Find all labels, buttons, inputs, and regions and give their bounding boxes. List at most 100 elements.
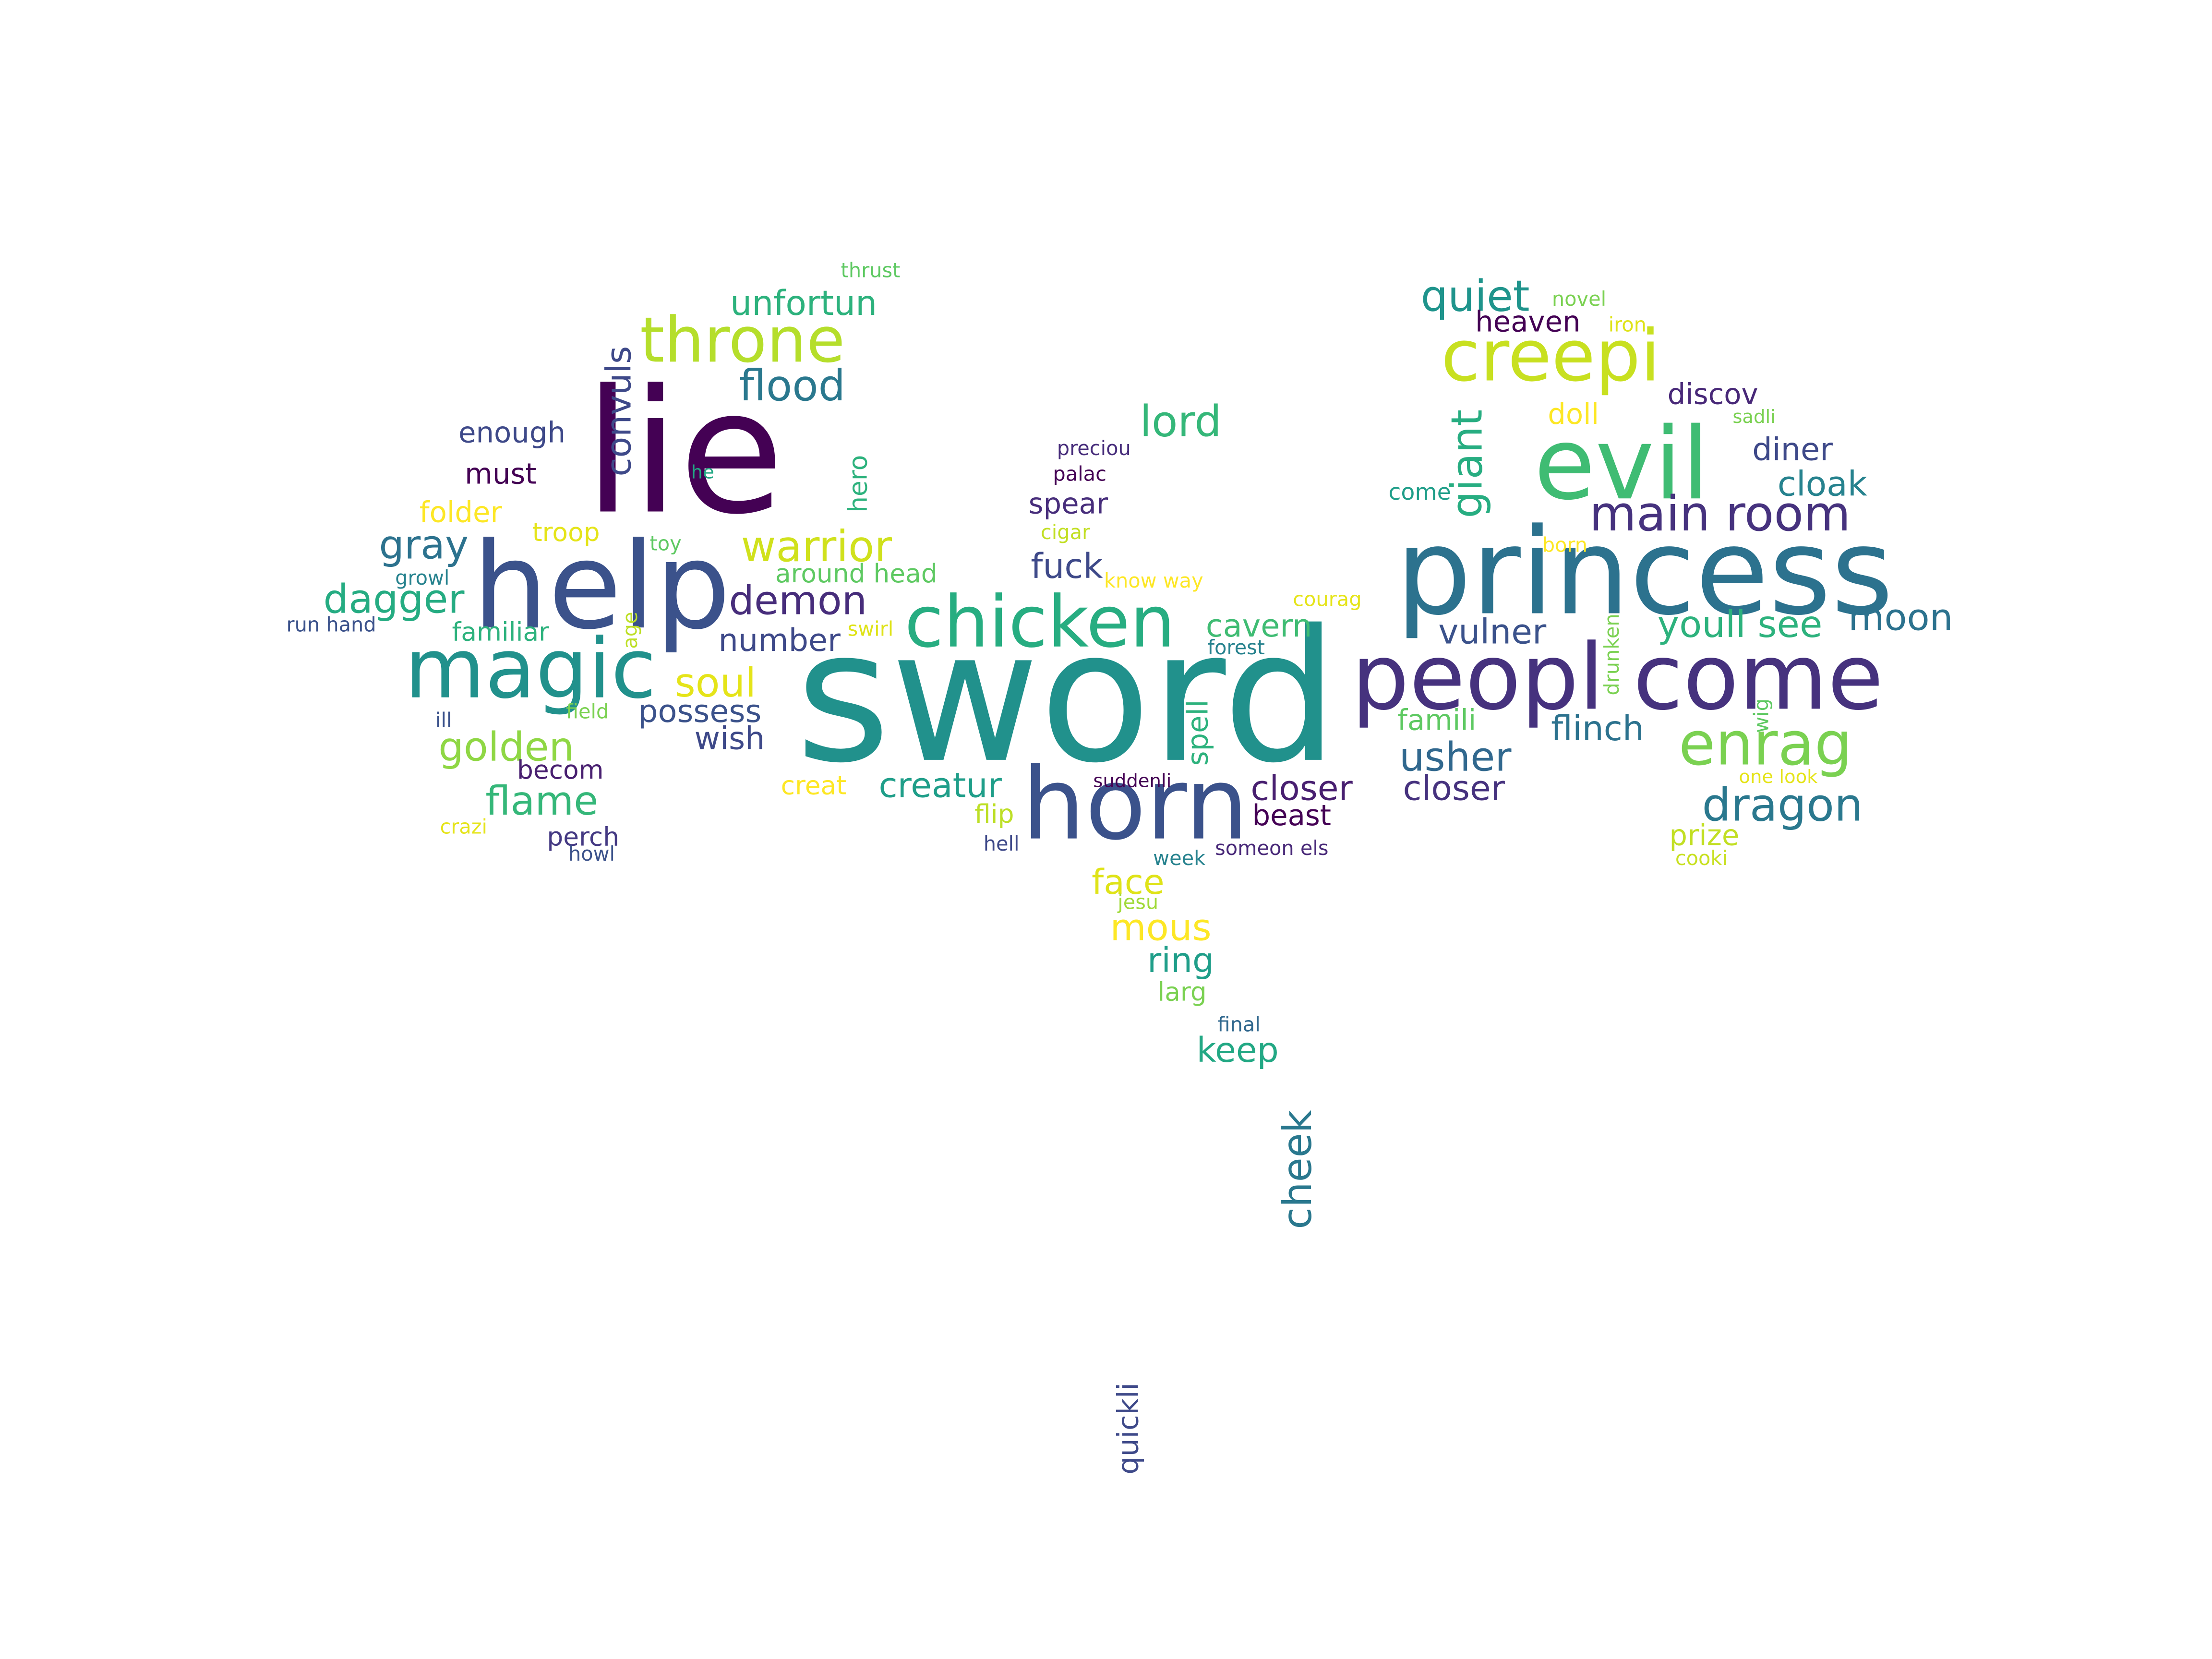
word-forest: forest	[1207, 636, 1265, 659]
word-cigar: cigar	[1041, 520, 1091, 544]
word-swirl: swirl	[848, 617, 894, 641]
word-warrior: warrior	[741, 521, 892, 571]
word-sadli: sadli	[1732, 406, 1776, 428]
word-mous: mous	[1110, 906, 1212, 950]
word-usher: usher	[1399, 733, 1512, 780]
word-palac: palac	[1053, 462, 1106, 486]
word-chicken: chicken	[904, 580, 1175, 663]
word-age: age	[618, 612, 642, 649]
word-creepi: creepi	[1441, 314, 1660, 397]
word-one-look: one look	[1739, 766, 1818, 788]
word-come: come	[1388, 479, 1451, 505]
word-creatur: creatur	[879, 766, 1002, 805]
word-help: help	[472, 517, 731, 656]
word-spell: spell	[1181, 699, 1214, 766]
word-hero: hero	[842, 455, 873, 513]
word-horn: horn	[1022, 746, 1249, 862]
word-cooki: cooki	[1675, 846, 1728, 870]
word-giant: giant	[1442, 409, 1491, 518]
word-flinch: flinch	[1551, 709, 1644, 748]
word-flip: flip	[974, 799, 1014, 829]
word-someon-els: someon els	[1215, 836, 1328, 860]
word-quickli: quickli	[1111, 1382, 1144, 1474]
word-field: field	[566, 699, 609, 723]
word-soul: soul	[675, 660, 757, 706]
word-cavern: cavern	[1206, 608, 1312, 644]
word-drunken: drunken	[1600, 613, 1623, 695]
word-born: born	[1542, 533, 1587, 557]
word-cheek: cheek	[1274, 1110, 1321, 1229]
word-growl: growl	[395, 566, 449, 589]
word-fuck: fuck	[1031, 546, 1103, 586]
word-folder: folder	[420, 496, 503, 529]
word-preciou: preciou	[1057, 436, 1131, 460]
word-golden: golden	[438, 724, 574, 770]
word-moon: moon	[1848, 596, 1953, 639]
word-cloak: cloak	[1778, 464, 1867, 504]
word-flame: flame	[485, 778, 598, 824]
word-hell: hell	[984, 832, 1020, 855]
word-peopl-come: peopl come	[1351, 624, 1883, 730]
word-around-head: around head	[775, 558, 938, 589]
word-main-room: main room	[1589, 485, 1851, 542]
word-enrag: enrag	[1679, 709, 1852, 779]
word-week: week	[1153, 846, 1205, 870]
word-possess: possess	[638, 693, 761, 730]
word-lord: lord	[1140, 396, 1222, 446]
word-courag: courag	[1293, 587, 1361, 611]
word-iron: iron	[1609, 313, 1647, 336]
word-diner: diner	[1752, 432, 1833, 468]
word-beast: beast	[1252, 799, 1332, 832]
word-dagger: dagger	[323, 576, 465, 622]
word-closer: closer	[1403, 769, 1505, 808]
word-run-hand: run hand	[287, 613, 376, 637]
word-enough: enough	[458, 416, 565, 449]
word-heaven: heaven	[1475, 305, 1580, 338]
word-becom: becom	[517, 755, 604, 785]
word-sword: sword	[795, 591, 1338, 803]
word-creat: creat	[781, 770, 847, 801]
word-howl: howl	[568, 842, 615, 866]
word-prize: prize	[1669, 818, 1739, 852]
word-vulner: vulner	[1438, 612, 1547, 652]
word-famili: famili	[1397, 703, 1476, 736]
word-discov: discov	[1668, 378, 1758, 411]
word-familiar: familiar	[452, 617, 550, 647]
word-doll: doll	[1548, 397, 1599, 431]
word-wish: wish	[695, 720, 765, 757]
word-troop: troop	[532, 517, 600, 547]
word-demon: demon	[729, 577, 867, 624]
word-magic: magic	[405, 621, 656, 717]
word-closer: closer	[1250, 769, 1353, 808]
word-novel: novel	[1552, 287, 1606, 311]
word-convuls: convuls	[599, 346, 638, 477]
word-quiet: quiet	[1421, 271, 1530, 321]
word-know-way: know way	[1104, 569, 1203, 592]
word-must: must	[465, 457, 536, 491]
word-suddenli: suddenli	[1093, 770, 1171, 792]
word-final: final	[1217, 1013, 1260, 1036]
word-larg: larg	[1157, 976, 1206, 1007]
word-ring: ring	[1147, 940, 1214, 980]
word-number: number	[719, 622, 841, 659]
word-unfortun: unfortun	[730, 283, 877, 323]
word-evil: evil	[1534, 406, 1710, 522]
word-throne: throne	[640, 303, 845, 376]
word-crazi: crazi	[440, 815, 487, 839]
word-thrust: thrust	[841, 259, 901, 282]
word-perch: perch	[547, 821, 619, 852]
word-he: he	[691, 462, 714, 483]
word-jesu: jesu	[1117, 890, 1158, 914]
word-lie: lie	[584, 353, 784, 552]
word-dragon: dragon	[1702, 779, 1863, 832]
word-keep: keep	[1197, 1030, 1279, 1070]
word-wig: wig	[1749, 698, 1773, 733]
word-ill: ill	[435, 708, 452, 732]
word-face: face	[1092, 862, 1164, 902]
word-toy: toy	[650, 532, 682, 555]
word-princess: princess	[1395, 503, 1893, 642]
word-flood: flood	[739, 361, 845, 410]
word-spear: spear	[1029, 487, 1108, 520]
word-youll-see: youll see	[1658, 603, 1823, 646]
